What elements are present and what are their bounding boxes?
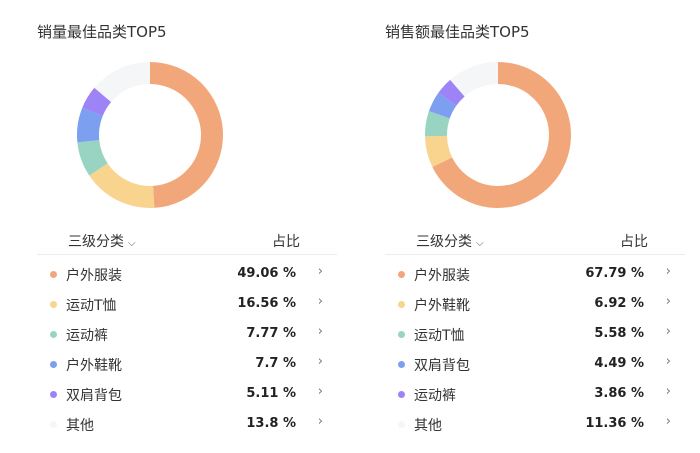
legend-dot-icon [50,331,57,338]
header-category-label: 三级分类 [68,234,124,250]
share-value: 7.77 % [246,326,296,341]
chevron-right-icon[interactable]: › [317,354,323,369]
category-label: 户外鞋靴 [414,298,470,314]
chevron-right-icon[interactable]: › [665,354,671,369]
legend-dot-icon [50,421,57,428]
share-value: 5.58 % [594,326,644,341]
list-item[interactable]: 户外鞋靴 6.92 % › [385,290,685,320]
legend-dot-icon [50,301,57,308]
chevron-right-icon[interactable]: › [317,414,323,429]
donut-slice[interactable] [89,163,155,208]
donut-slice[interactable] [425,111,450,137]
chevron-right-icon[interactable]: › [665,294,671,309]
category-label: 运动T恤 [66,298,117,314]
share-value: 49.06 % [237,266,296,281]
chevron-right-icon[interactable]: › [665,324,671,339]
legend-dot-icon [398,361,405,368]
legend-dot-icon [50,361,57,368]
legend-dot-icon [398,301,405,308]
donut-chart [425,62,571,208]
share-value: 11.36 % [585,416,644,431]
donut-slice[interactable] [77,140,108,176]
chevron-right-icon[interactable]: › [317,264,323,279]
category-label: 双肩背包 [66,388,122,404]
list-item[interactable]: 户外鞋靴 7.7 % › [37,350,337,380]
chevron-right-icon[interactable]: › [665,414,671,429]
share-value: 13.8 % [246,416,296,431]
donut-slice[interactable] [432,62,571,208]
category-label: 运动T恤 [414,328,465,344]
list-item[interactable]: 运动裤 3.86 % › [385,380,685,410]
panel-sales-amount: 销售额最佳品类TOP5 三级分类 ⌵ 占比 户外服装 67.79 % › 户外鞋靴 6.9… [348,0,688,453]
chevron-right-icon[interactable]: › [665,384,671,399]
donut-slice[interactable] [82,87,112,116]
chevron-right-icon[interactable]: › [665,264,671,279]
legend-dot-icon [50,271,57,278]
category-label: 双肩背包 [414,358,470,374]
category-label: 户外服装 [414,268,470,284]
chevron-down-icon: ⌵ [476,238,484,249]
table-header: 三级分类 ⌵ 占比 [385,226,685,255]
list-item[interactable]: 双肩背包 4.49 % › [385,350,685,380]
category-sort-dropdown[interactable]: 三级分类 ⌵ [68,231,136,251]
donut-slice[interactable] [77,107,103,143]
share-value: 16.56 % [237,296,296,311]
share-value: 6.92 % [594,296,644,311]
header-share-label: 占比 [620,234,648,250]
share-value: 5.11 % [246,386,296,401]
header-category-label: 三级分类 [416,234,472,250]
category-list: 户外服装 67.79 % › 户外鞋靴 6.92 % › 运动T恤 5.58 % › 双肩背包 4.… [385,260,685,440]
category-label: 其他 [66,418,94,434]
donut-slice[interactable] [428,92,457,119]
legend-dot-icon [398,271,405,278]
category-label: 户外服装 [66,268,122,284]
panel-title: 销量最佳品类TOP5 [37,23,167,41]
list-item[interactable]: 双肩背包 5.11 % › [37,380,337,410]
legend-dot-icon [398,331,405,338]
legend-dot-icon [50,391,57,398]
category-list: 户外服装 49.06 % › 运动T恤 16.56 % › 运动裤 7.77 % › 户外鞋靴 7.… [37,260,337,440]
panel-sales-volume: 销量最佳品类TOP5 三级分类 ⌵ 占比 户外服装 49.06 % › 运动T恤 16.5… [0,0,340,453]
list-item[interactable]: 其他 13.8 % › [37,410,337,440]
list-item[interactable]: 运动T恤 16.56 % › [37,290,337,320]
category-label: 运动裤 [414,388,456,404]
donut-slice[interactable] [438,79,465,106]
share-value: 3.86 % [594,386,644,401]
list-item[interactable]: 运动裤 7.77 % › [37,320,337,350]
legend-dot-icon [398,421,405,428]
legend-dot-icon [398,391,405,398]
share-value: 7.7 % [255,356,296,371]
header-share-label: 占比 [272,234,300,250]
list-item[interactable]: 户外服装 49.06 % › [37,260,337,290]
chevron-right-icon[interactable]: › [317,384,323,399]
donut-slice[interactable] [450,62,498,97]
category-label: 户外鞋靴 [66,358,122,374]
donut-slice[interactable] [150,62,223,208]
category-label: 其他 [414,418,442,434]
list-item[interactable]: 户外服装 67.79 % › [385,260,685,290]
category-sort-dropdown[interactable]: 三级分类 ⌵ [416,231,484,251]
chevron-down-icon: ⌵ [128,238,136,249]
donut-chart [77,62,223,208]
chevron-right-icon[interactable]: › [317,324,323,339]
table-header: 三级分类 ⌵ 占比 [37,226,337,255]
panel-title: 销售额最佳品类TOP5 [385,23,530,41]
share-value: 67.79 % [585,266,644,281]
donut-slice[interactable] [94,62,150,103]
list-item[interactable]: 其他 11.36 % › [385,410,685,440]
donut-slice[interactable] [425,135,453,167]
list-item[interactable]: 运动T恤 5.58 % › [385,320,685,350]
share-value: 4.49 % [594,356,644,371]
category-label: 运动裤 [66,328,108,344]
chevron-right-icon[interactable]: › [317,294,323,309]
